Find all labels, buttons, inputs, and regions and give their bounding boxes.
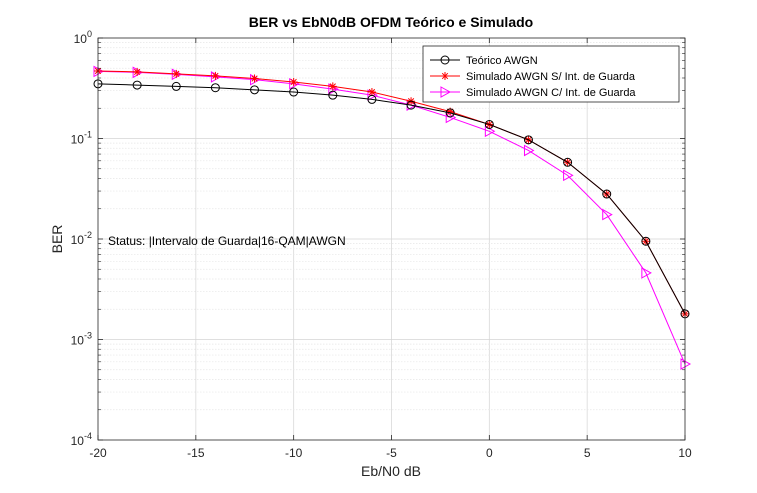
y-tick-exponent: 0 [87,29,92,39]
y-tick-base: 10 [71,133,85,147]
grid-lines [98,38,685,440]
legend-entry-0: Teórico AWGN [430,55,538,67]
y-tick-exponent: -2 [84,230,92,240]
asterisk-marker [133,67,142,76]
triangle-marker [602,208,613,221]
y-tick-base: 10 [74,32,88,46]
y-tick-label: 10-4 [71,431,92,448]
x-tick-label: -15 [187,446,205,460]
circle-marker [289,87,299,97]
triangle-marker [523,144,535,157]
circle-marker [641,236,651,246]
series-line [97,70,686,365]
legend-label: Simulado AWGN C/ Int. de Guarda [466,87,636,99]
x-tick-labels: -20 -15 -10 -5 0 5 10 [89,446,692,460]
y-axis-label: BER [49,225,65,254]
circle-marker [328,90,338,100]
y-tick-base: 10 [71,434,85,448]
asterisk-marker [328,82,337,91]
circle-marker [445,108,455,118]
y-tick-exponent: -1 [84,130,92,140]
asterisk-marker [172,69,181,78]
y-tick-base: 10 [71,233,85,247]
series-line [97,83,686,315]
asterisk-marker [441,72,449,80]
y-tick-label: 10-1 [71,130,92,147]
series-0 [93,79,690,319]
triangle-marker [563,169,574,182]
x-axis-label: Eb/N0 dB [361,463,421,479]
x-tick-label: 10 [678,446,692,460]
circle-marker [250,85,260,95]
y-tick-label: 10-2 [71,230,92,247]
y-tick-base: 10 [71,334,85,348]
plot-area [93,37,692,441]
triangle-marker [641,267,652,279]
x-tick-label: -5 [386,446,397,460]
circle-marker [210,83,220,93]
asterisk-marker [211,71,220,80]
asterisk-marker [289,77,298,86]
circle-marker [440,55,450,65]
legend: Teórico AWGN Simulado AWGN S/ Int. de Gua… [422,45,680,103]
y-tick-label: 100 [74,29,92,46]
data-series [93,65,692,370]
x-tick-label: 5 [584,446,591,460]
circle-marker [523,135,533,145]
circle-marker [406,100,416,110]
y-tick-exponent: -3 [84,331,92,341]
x-tick-label: 0 [486,446,493,460]
y-tick-exponent: -4 [84,431,92,441]
y-tick-label: 10-3 [71,331,92,348]
circle-marker [367,94,377,104]
legend-entry-2: Simulado AWGN C/ Int. de Guarda [430,86,636,99]
axis-tick-marks [97,37,686,441]
legend-entries: Teórico AWGN Simulado AWGN S/ Int. de Gua… [430,55,636,99]
legend-label: Simulado AWGN S/ Int. de Guarda [466,71,636,83]
triangle-marker [680,358,692,370]
asterisk-marker [250,74,259,83]
circle-marker [171,81,181,91]
status-annotation: Status: |Intervalo de Guarda|16-QAM|AWGN [108,234,346,248]
x-tick-label: -20 [89,446,107,460]
chart-title: BER vs EbN0dB OFDM Teórico e Simulado [249,14,533,30]
x-tick-label: -10 [285,446,303,460]
circle-marker [132,80,142,90]
legend-box [422,45,680,103]
legend-label: Teórico AWGN [466,55,538,67]
asterisk-marker [446,107,455,116]
triangle-marker [440,86,452,98]
legend-entry-1: Simulado AWGN S/ Int. de Guarda [430,71,636,83]
circle-marker [484,119,494,129]
circle-marker [602,189,612,199]
asterisk-marker [367,88,376,97]
circle-marker [563,157,573,167]
